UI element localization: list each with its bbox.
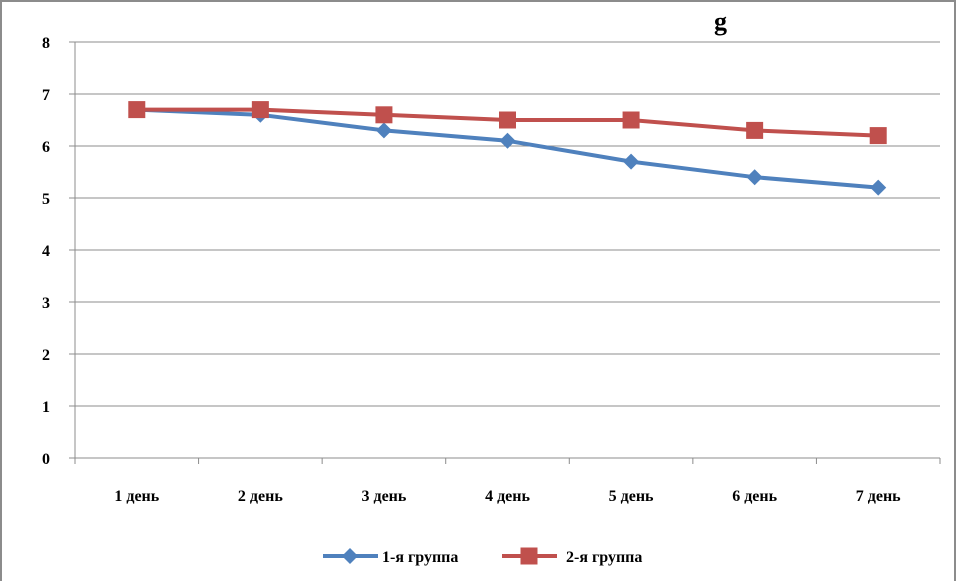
- y-tick-labels: 0 1 2 3 4 5 6 7 8: [42, 35, 50, 468]
- y-tick-label: 7: [42, 87, 50, 104]
- data-point: [622, 111, 640, 129]
- legend-label: 1-я группа: [382, 549, 458, 566]
- data-point: [251, 101, 269, 119]
- legend-marker: [520, 547, 538, 565]
- series: [128, 101, 887, 196]
- data-point: [128, 101, 146, 119]
- axes: [69, 41, 941, 464]
- y-tick-label: 3: [42, 295, 50, 312]
- y-tick-label: 8: [42, 35, 50, 52]
- legend-marker: [342, 548, 358, 564]
- data-point: [746, 169, 763, 186]
- series-2: [128, 101, 887, 145]
- chart-title-fragment: g: [714, 7, 727, 36]
- y-tick-label: 2: [42, 347, 50, 364]
- x-tick-label: 7 день: [856, 488, 901, 505]
- x-tick-label: 3 день: [361, 488, 406, 505]
- y-tick-label: 4: [42, 243, 50, 260]
- y-tick-label: 6: [42, 139, 50, 156]
- grid-lines: [75, 41, 940, 407]
- data-point: [746, 121, 764, 139]
- data-point: [869, 127, 887, 145]
- y-tick-label: 0: [42, 451, 50, 468]
- x-tick-label: 2 день: [238, 488, 283, 505]
- x-tick-label: 6 день: [732, 488, 777, 505]
- legend-item-2: 2-я группа: [502, 547, 642, 566]
- data-point: [375, 122, 392, 139]
- x-tick-label: 5 день: [609, 488, 654, 505]
- legend-label: 2-я группа: [566, 549, 642, 566]
- data-point: [499, 111, 516, 129]
- data-point: [623, 153, 640, 170]
- y-tick-label: 5: [42, 191, 50, 208]
- x-tick-label: 4 день: [485, 488, 530, 505]
- x-tick-label: 1 день: [114, 488, 159, 505]
- x-tick-labels: 1 день 2 день 3 день 4 день 5 день 6 день 7 де…: [114, 488, 901, 505]
- data-point: [870, 179, 887, 196]
- legend-item-1: 1-я группа: [323, 548, 458, 566]
- data-point: [499, 132, 516, 149]
- legend: 1-я группа 2-я группа: [323, 547, 642, 566]
- data-point: [375, 106, 393, 124]
- y-tick-label: 1: [42, 399, 50, 416]
